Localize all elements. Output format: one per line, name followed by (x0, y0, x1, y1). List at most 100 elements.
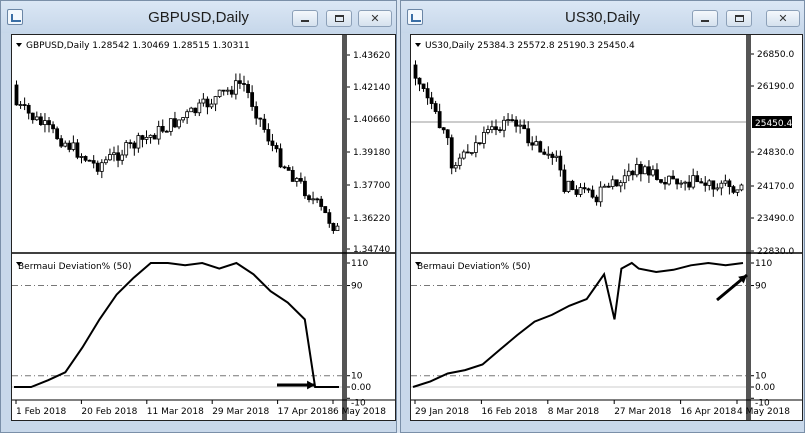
maximize-button[interactable] (326, 10, 352, 27)
candle-body (542, 151, 547, 155)
price-tick-label: 1.37700 (353, 181, 390, 191)
candle-body (315, 198, 320, 201)
minimize-icon (301, 20, 309, 22)
date-tick-label: 6 May 2018 (333, 407, 386, 417)
chart-window-gbpusd[interactable]: GBPUSD,Daily ✕ GBPUSD,Daily 1.28542 1.30… (0, 0, 397, 433)
price-tick-label: 1.39180 (353, 148, 390, 158)
candle-body (413, 64, 418, 79)
candle-body (465, 151, 470, 154)
price-tick-label: 24830.0 (757, 148, 794, 158)
candle-body (421, 83, 426, 90)
candle-body (238, 80, 242, 84)
indicator-tick-label: 90 (351, 282, 363, 292)
indicator-name: Bermaui Deviation% (50) (18, 262, 132, 272)
indicator-line (14, 261, 339, 388)
indicator-tick-label: 90 (755, 282, 767, 292)
date-tick-label: 27 Mar 2018 (614, 407, 671, 417)
chart-canvas: US30,Daily 25384.3 25572.8 25190.3 25450… (411, 35, 802, 420)
price-header: GBPUSD,Daily 1.28542 1.30469 1.28515 1.3… (26, 41, 250, 51)
chart-window-us30[interactable]: US30,Daily ✕ US30,Daily 25384.3 25572.8 … (400, 0, 805, 433)
candle-body (193, 107, 198, 114)
candle-body (711, 180, 716, 190)
candle-body (290, 169, 295, 182)
close-button[interactable]: ✕ (358, 10, 392, 27)
candle-body (719, 182, 724, 189)
candle-body (144, 136, 149, 140)
candle-body (453, 164, 458, 169)
candle-body (38, 116, 43, 125)
candle-body (168, 118, 173, 132)
indicator-tick-label: 10 (351, 372, 363, 382)
candle-body (707, 180, 712, 186)
candle-body (136, 135, 141, 149)
candle-body (51, 124, 55, 130)
title-bar[interactable]: US30,Daily ✕ (401, 1, 804, 33)
price-tick-label: 23490.0 (757, 214, 794, 224)
candle-body (723, 180, 728, 184)
title-bar[interactable]: GBPUSD,Daily ✕ (1, 1, 396, 33)
candle-body (294, 178, 299, 182)
date-tick-label: 29 Mar 2018 (212, 407, 269, 417)
candle-body (91, 160, 96, 164)
candle-body (286, 167, 291, 171)
candle-body (59, 138, 64, 147)
candle-body (574, 189, 579, 195)
candle-body (566, 180, 571, 192)
candle-body (221, 89, 226, 92)
candle-body (30, 112, 35, 121)
candle-body (606, 185, 611, 188)
candle-body (691, 175, 696, 188)
candle-body (152, 134, 157, 140)
candle-body (598, 186, 603, 203)
candle-body (246, 84, 250, 93)
close-button[interactable]: ✕ (766, 10, 800, 27)
candle-body (445, 129, 450, 139)
date-tick-label: 1 Feb 2018 (16, 407, 67, 417)
candle-body (189, 107, 194, 113)
candle-body (703, 182, 708, 186)
chart-shift-bar (342, 35, 347, 420)
candle-body (433, 103, 438, 112)
candle-body (735, 189, 740, 193)
candle-body (75, 142, 80, 158)
candle-body (417, 77, 422, 85)
candle-body (695, 175, 700, 183)
minimize-icon (701, 20, 709, 22)
price-tick-label: 1.40660 (353, 115, 390, 125)
candle-body (43, 120, 47, 125)
candle-body (128, 142, 133, 144)
chart-area[interactable]: US30,Daily 25384.3 25572.8 25190.3 25450… (410, 34, 803, 421)
minimize-button[interactable] (292, 10, 318, 27)
indicator-tick-label: 110 (351, 259, 368, 269)
candle-body (610, 179, 615, 187)
date-tick-label: 16 Apr 2018 (681, 407, 737, 417)
chart-app-icon (7, 9, 23, 25)
maximize-button[interactable] (726, 10, 752, 27)
candle-body (602, 185, 607, 188)
candle-body (659, 179, 663, 183)
window-title: GBPUSD,Daily (148, 9, 249, 26)
chart-canvas: GBPUSD,Daily 1.28542 1.30469 1.28515 1.3… (12, 35, 395, 420)
candle-body (99, 162, 104, 172)
candle-body (307, 195, 311, 201)
chart-area[interactable]: GBPUSD,Daily 1.28542 1.30469 1.28515 1.3… (11, 34, 396, 421)
candle-body (63, 142, 68, 147)
candle-body (486, 129, 490, 133)
candle-body (667, 175, 671, 185)
candle-body (651, 169, 655, 176)
date-tick-label: 4 May 2018 (737, 407, 790, 417)
price-tick-label: 24170.0 (757, 182, 794, 192)
chart-app-icon (407, 9, 423, 25)
candle-body (140, 135, 145, 140)
candle-body (319, 198, 324, 207)
candle-body (437, 111, 442, 129)
candle-body (266, 129, 271, 142)
maximize-icon (334, 15, 344, 22)
chart-menu-icon (16, 43, 22, 47)
indicator-tick-label: 0.00 (351, 383, 371, 393)
candle-body (181, 117, 185, 121)
candle-body (116, 152, 120, 161)
candle-body (502, 119, 506, 131)
candle-body (201, 98, 206, 104)
minimize-button[interactable] (692, 10, 718, 27)
